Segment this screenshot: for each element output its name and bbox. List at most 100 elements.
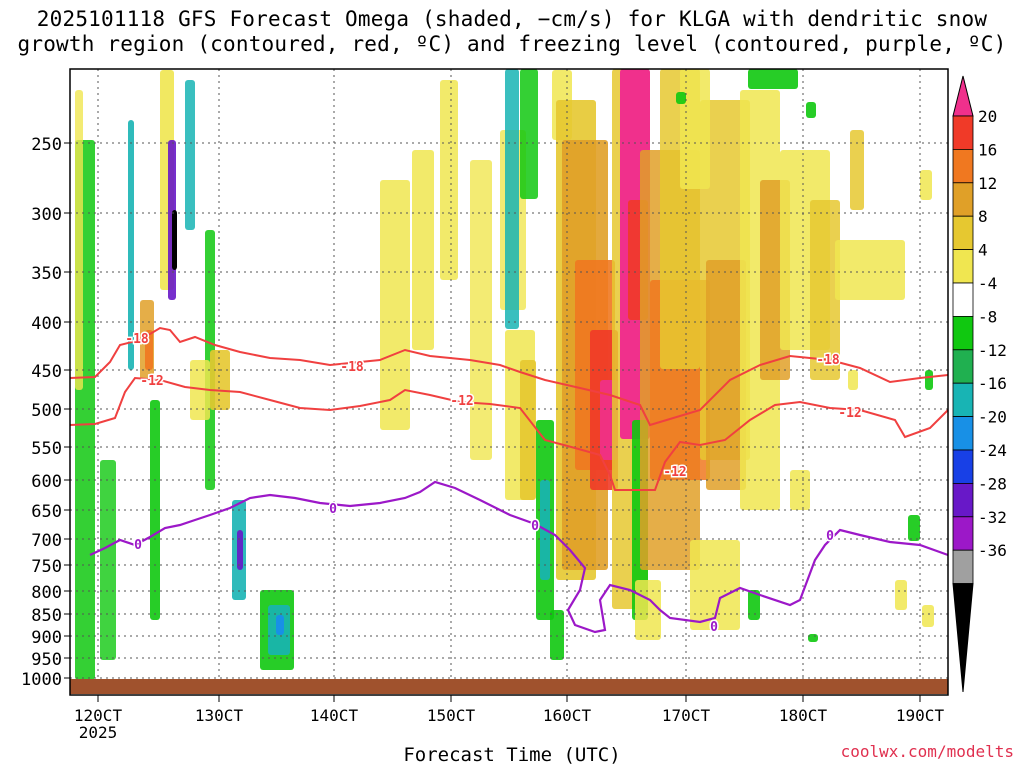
- y-tick-label: 250: [31, 135, 62, 155]
- omega-cell: [922, 605, 934, 627]
- omega-cell: [210, 350, 230, 410]
- colorbar-swatch: [952, 249, 974, 284]
- x-tick-label: 170CT: [662, 706, 711, 725]
- x-tick-label: 130CT: [195, 706, 244, 725]
- grid-lines: [70, 69, 948, 679]
- y-tick-label: 750: [31, 557, 62, 577]
- year-label: 2025: [79, 723, 118, 742]
- x-tick-label: 160CT: [543, 706, 592, 725]
- omega-cell: [790, 470, 810, 510]
- dgz-bottom-label: -12: [140, 374, 163, 389]
- colorbar-swatch: [952, 449, 974, 484]
- colorbar-swatch: [952, 315, 974, 351]
- omega-cell: [920, 170, 932, 200]
- colorbar-swatch: [952, 549, 974, 585]
- omega-cell: [895, 580, 907, 610]
- y-tick-label: 400: [31, 314, 62, 334]
- omega-cell: [810, 200, 840, 380]
- freezing-label: 0: [329, 502, 337, 517]
- y-tick-label: 850: [31, 606, 62, 626]
- y-tick-label: 500: [31, 401, 62, 421]
- omega-cell: [520, 69, 538, 199]
- dgz-top-contour: [69, 326, 949, 427]
- colorbar-label: -28: [978, 474, 1007, 493]
- y-tick-label: 950: [31, 650, 62, 670]
- dgz-bottom-contour: [69, 376, 949, 491]
- omega-cell: [185, 80, 195, 230]
- omega-cell: [835, 240, 905, 300]
- colorbar-label: -4: [978, 274, 997, 293]
- x-tick-label: 190CT: [896, 706, 945, 725]
- y-tick-label: 700: [31, 531, 62, 551]
- colorbar: 20 16 12 8 4 -4 -8 -12 -16 -20 -24 -28 -32 -36: [952, 75, 1007, 693]
- dgz-top-label: -18: [125, 332, 149, 347]
- colorbar-label: -16: [978, 374, 1007, 393]
- y-axis: 2503003504004505005506006507007508008509…: [21, 135, 70, 690]
- freezing-label: 0: [134, 538, 142, 553]
- omega-cell: [100, 460, 116, 660]
- freezing-label: 0: [826, 529, 834, 544]
- omega-cell: [748, 69, 798, 89]
- dgz-bottom-label: -12: [450, 394, 473, 409]
- colorbar-bottom-arrow: [952, 583, 974, 693]
- omega-cell: [808, 634, 818, 642]
- dgz-bottom-label: -12: [663, 465, 686, 480]
- y-tick-label: 300: [31, 205, 62, 225]
- omega-cell: [470, 160, 492, 460]
- omega-cell: [145, 330, 153, 370]
- omega-cell: [190, 360, 210, 420]
- colorbar-swatch: [952, 516, 974, 551]
- y-tick-label: 450: [31, 362, 62, 382]
- freezing-level-contour: [89, 480, 949, 634]
- omega-cell: [908, 515, 920, 541]
- omega-cell: [806, 102, 816, 118]
- colorbar-label: 4: [978, 241, 988, 260]
- dgz-top-label: -18: [816, 353, 840, 368]
- chart-title-line1: 2025101118 GFS Forecast Omega (shaded, −…: [36, 7, 988, 31]
- colorbar-label: 12: [978, 174, 997, 193]
- omega-cell: [380, 180, 410, 430]
- plot-frame: [69, 68, 949, 696]
- contours: -18 -18 -18 -12 -12 -12 -12 0 0 0 0 0: [69, 326, 949, 637]
- x-axis-title: Forecast Time (UTC): [403, 744, 621, 766]
- omega-cell: [635, 580, 661, 640]
- y-tick-label: 1000: [21, 670, 62, 690]
- omega-cell: [748, 590, 760, 620]
- colorbar-top-arrow: [952, 75, 974, 117]
- colorbar-swatch: [952, 182, 974, 217]
- dgz-bottom-label: -12: [838, 406, 861, 421]
- colorbar-label: -20: [978, 408, 1007, 427]
- y-tick-label: 350: [31, 264, 62, 284]
- x-axis: 120CT 130CT 140CT 150CT 160CT 170CT 180CT 190CT…: [74, 695, 945, 742]
- colorbar-swatch: [952, 148, 974, 184]
- ground-bar: [70, 679, 948, 694]
- credit-text: coolwx.com/modelts: [840, 742, 1014, 761]
- colorbar-swatch: [952, 215, 974, 250]
- omega-cell: [505, 69, 519, 329]
- x-tick-label: 120CT: [74, 706, 123, 725]
- omega-cell: [128, 120, 134, 370]
- chart-title-line2: growth region (contoured, red, ºC) and f…: [17, 32, 1007, 56]
- y-tick-label: 550: [31, 439, 62, 459]
- colorbar-swatch: [952, 382, 974, 418]
- colorbar-swatch: [952, 482, 974, 518]
- dgz-top-label: -18: [340, 360, 364, 375]
- colorbar-swatch: [952, 416, 974, 451]
- colorbar-label: -8: [978, 307, 997, 326]
- x-tick-label: 140CT: [310, 706, 359, 725]
- omega-cell: [276, 615, 284, 635]
- colorbar-swatch: [952, 282, 974, 317]
- colorbar-label: -32: [978, 508, 1007, 527]
- omega-cell: [706, 260, 746, 490]
- omega-cell: [237, 530, 243, 570]
- omega-cell: [676, 92, 686, 104]
- freezing-label: 0: [531, 519, 539, 534]
- colorbar-label: 16: [978, 140, 997, 159]
- omega-cell: [690, 540, 740, 630]
- omega-cell: [850, 130, 864, 210]
- y-tick-label: 650: [31, 502, 62, 522]
- x-tick-label: 180CT: [779, 706, 828, 725]
- omega-cell: [75, 90, 83, 390]
- colorbar-label: 8: [978, 207, 988, 226]
